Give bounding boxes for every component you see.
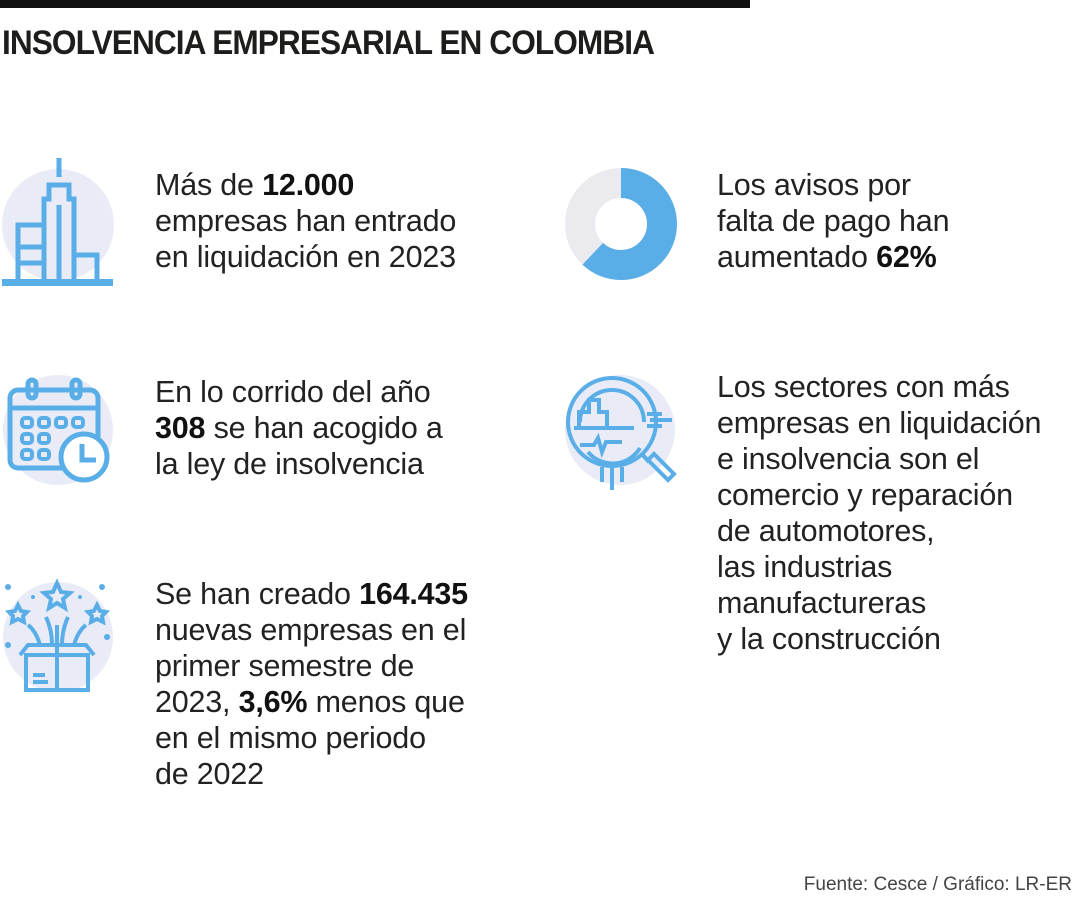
text-line: de automotores, [717,513,1041,549]
text-line: Los sectores con más [717,369,1041,405]
text-line: las industrias [717,549,1041,585]
text-line: aumentado 62% [717,239,949,275]
text-line: y la construcción [717,621,1041,657]
text-segment: nuevas empresas en el [155,613,467,647]
text-line: Más de 12.000 [155,167,456,203]
text-segment: Se han creado [155,577,360,611]
text-line: nuevas empresas en el [155,612,468,648]
text-segment: de automotores, [717,514,935,548]
text-line: en el mismo periodo [155,720,468,756]
text-line: En lo corrido del año [155,374,443,410]
text-line: en liquidación en 2023 [155,239,456,275]
text-segment: las industrias [717,550,893,584]
text-line: primer semestre de [155,648,468,684]
fact-liquidations: Más de 12.000 empresas han entrado en liqu… [155,167,456,275]
text-segment: 2023, [155,685,239,719]
text-segment: de 2022 [155,757,264,791]
text-segment: empresas en liquidación [717,406,1042,440]
text-segment: primer semestre de [155,649,415,683]
text-line: comercio y reparación [717,477,1041,513]
text-segment: falta de pago han [717,204,950,238]
fact-payment-notices: Los avisos por falta de pago han aumentado… [717,167,950,275]
fact-new-companies: Se han creado 164.435 nuevas empresas en … [155,576,468,792]
highlight-figure: 164.435 [359,577,468,611]
text-segment: empresas han entrado [155,204,457,238]
text-segment: se han acogido a [205,411,443,445]
text-line: de 2022 [155,756,468,792]
text-segment: manufactureras [717,586,927,620]
gift-box-fireworks-icon [3,578,113,692]
text-line: Se han creado 164.435 [155,576,468,612]
text-segment: Más de [155,168,263,202]
calendar-clock-icon [3,375,113,485]
magnifier-chart-icon [565,375,677,490]
text-line: 308 se han acogido a [155,410,443,446]
highlight-figure: 3,6% [238,685,308,719]
text-line: la ley de insolvencia [155,446,443,482]
text-line: falta de pago han [717,203,950,239]
text-line: e insolvencia son el [717,441,1041,477]
text-segment: en liquidación en 2023 [155,240,456,274]
donut-value-arc [565,168,677,280]
donut-chart-icon [565,168,677,280]
text-segment: y la construcción [717,622,941,656]
text-line: 2023, 3,6% menos que [155,684,468,720]
text-line: manufactureras [717,585,1041,621]
top-rule [0,0,750,8]
highlight-figure: 308 [155,411,206,445]
highlight-figure: 62% [876,240,937,274]
text-segment: comercio y reparación [717,478,1013,512]
fact-insolvency-law: En lo corrido del año 308 se han acogido … [155,374,443,482]
source-credit: Fuente: Cesce / Gráfico: LR-ER [803,874,1072,895]
highlight-figure: 12.000 [262,168,355,202]
buildings-icon [2,158,114,286]
text-line: Los avisos por [717,167,949,203]
text-segment: la ley de insolvencia [155,447,424,481]
fact-sectors: Los sectores con más empresas en liquidac… [717,369,1042,657]
text-segment: Los sectores con más [717,370,1010,404]
text-segment: menos que [307,685,465,719]
text-segment: aumentado [717,240,877,274]
text-segment: Los avisos por [717,168,911,202]
text-line: empresas han entrado [155,203,456,239]
text-line: empresas en liquidación [717,405,1042,441]
text-segment: e insolvencia son el [717,442,980,476]
page-title: INSOLVENCIA EMPRESARIAL EN COLOMBIA [2,24,655,62]
text-segment: en el mismo periodo [155,721,426,755]
text-segment: En lo corrido del año [155,375,431,409]
